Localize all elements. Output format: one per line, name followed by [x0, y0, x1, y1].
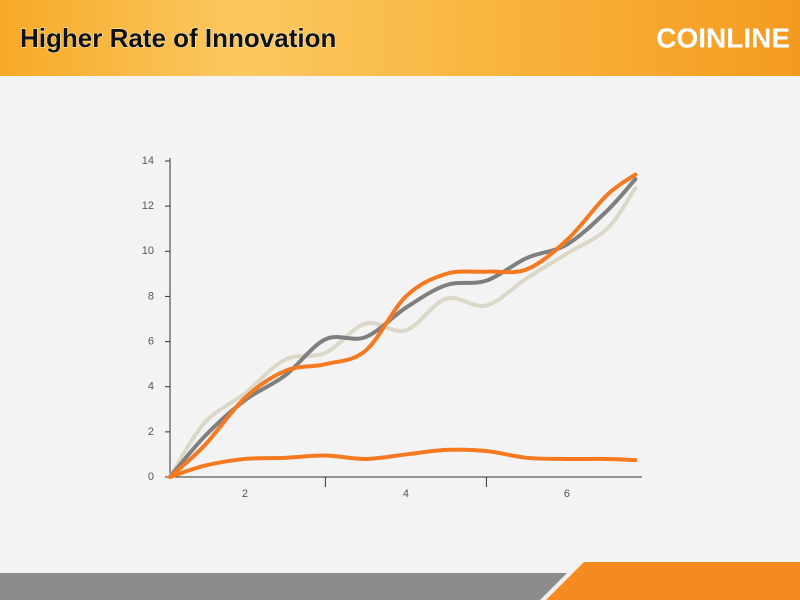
brand: COINLINE	[656, 22, 790, 53]
y-tick-label: 6	[148, 335, 154, 347]
x-tick-label: 2	[242, 488, 248, 500]
footer-accent	[546, 562, 800, 600]
x-tick-label: 6	[564, 488, 570, 500]
data-line	[168, 172, 638, 479]
y-tick-label: 10	[142, 245, 154, 257]
y-tick-label: 8	[148, 290, 154, 302]
y-tick-label: 4	[148, 381, 154, 393]
y-tick-label: 2	[148, 426, 154, 438]
data-line	[168, 186, 638, 479]
slide-title: Higher Rate of Innovation	[20, 23, 336, 53]
data-line	[168, 447, 638, 479]
header-band	[0, 0, 800, 76]
x-tick-label: 4	[403, 488, 409, 500]
y-tick-label: 14	[142, 155, 154, 167]
y-tick-label: 0	[148, 471, 154, 483]
y-tick-label: 12	[142, 200, 154, 212]
